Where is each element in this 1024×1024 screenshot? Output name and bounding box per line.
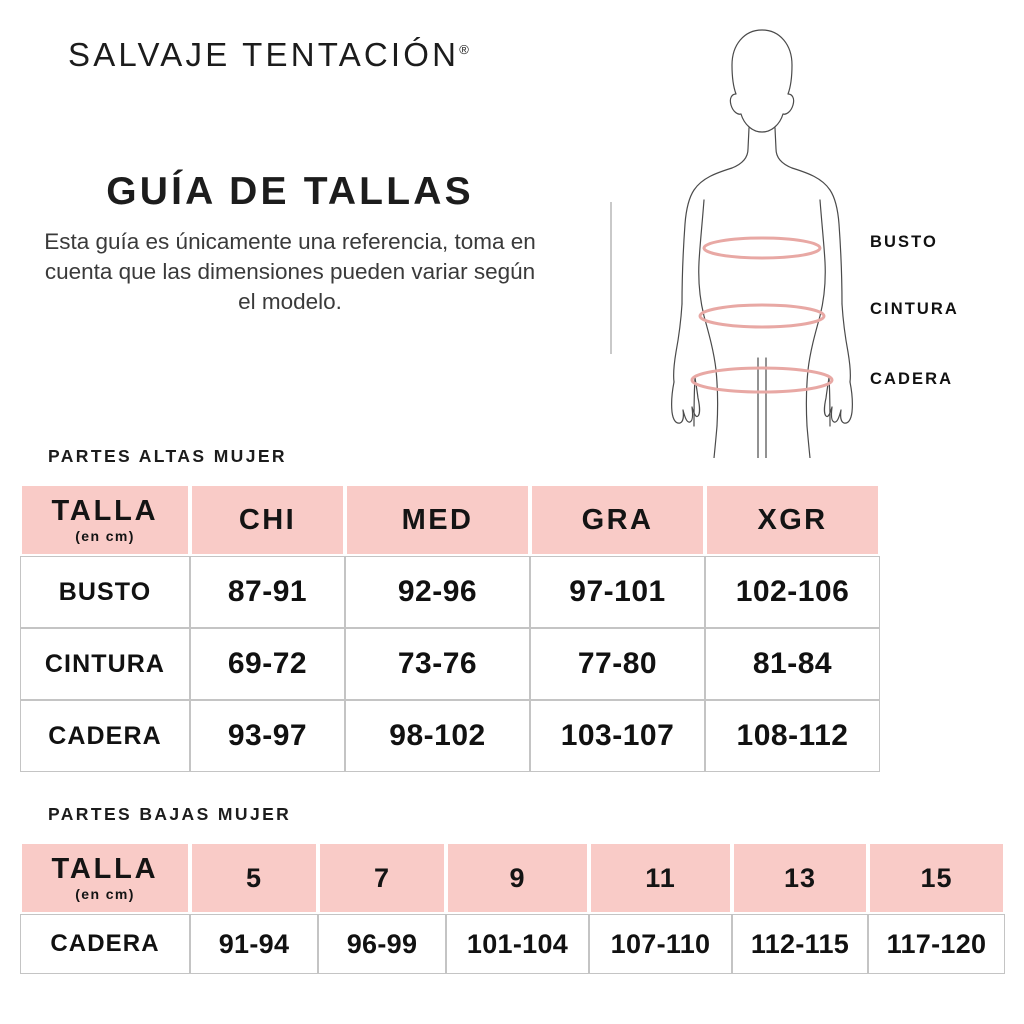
header-talla-main: TALLA xyxy=(51,495,159,527)
cell-cintura-gra: 77-80 xyxy=(530,628,705,700)
vertical-divider xyxy=(610,202,612,354)
cell-cadera-med: 98-102 xyxy=(345,700,530,772)
table-row: BUSTO 87-91 92-96 97-101 102-106 xyxy=(20,556,880,628)
size-table-partes-altas: TALLA (en cm) CHI MED GRA XGR BUSTO 87-9… xyxy=(20,484,880,772)
cell-cadera-7: 96-99 xyxy=(318,914,446,974)
header-talla-sub: (en cm) xyxy=(75,528,135,544)
table-row: CINTURA 69-72 73-76 77-80 81-84 xyxy=(20,628,880,700)
page-title: GUÍA DE TALLAS xyxy=(106,170,474,213)
header-talla-main: TALLA xyxy=(51,853,159,885)
table-header-row: TALLA (en cm) CHI MED GRA XGR xyxy=(20,484,880,556)
header-size-11: 11 xyxy=(589,842,732,914)
header-size-13: 13 xyxy=(732,842,868,914)
cintura-measure-ring xyxy=(698,303,826,329)
registered-trademark-icon: ® xyxy=(459,42,469,57)
table-row: CADERA 91-94 96-99 101-104 107-110 112-1… xyxy=(20,914,1005,974)
header-size-5: 5 xyxy=(190,842,318,914)
size-table-partes-bajas: TALLA (en cm) 5 7 9 11 13 15 CADERA 91-9… xyxy=(20,842,1005,974)
header-size-9: 9 xyxy=(446,842,589,914)
cadera-measure-ring xyxy=(690,366,834,394)
label-cintura: CINTURA xyxy=(870,300,959,318)
cell-cadera-5: 91-94 xyxy=(190,914,318,974)
header-size-7: 7 xyxy=(318,842,446,914)
row-label-cadera: CADERA xyxy=(20,700,190,772)
header-talla: TALLA (en cm) xyxy=(20,484,190,556)
header-size-gra: GRA xyxy=(530,484,705,556)
row-label-busto: BUSTO xyxy=(20,556,190,628)
table-header-row: TALLA (en cm) 5 7 9 11 13 15 xyxy=(20,842,1005,914)
cell-cadera-gra: 103-107 xyxy=(530,700,705,772)
page-subtitle: Esta guía es únicamente una referencia, … xyxy=(44,228,536,314)
cell-cintura-chi: 69-72 xyxy=(190,628,345,700)
cell-cadera-xgr: 108-112 xyxy=(705,700,880,772)
section-caption-partes-bajas: PARTES BAJAS MUJER xyxy=(48,804,292,824)
header-talla: TALLA (en cm) xyxy=(20,842,190,914)
cell-cadera-13: 112-115 xyxy=(732,914,868,974)
header-size-15: 15 xyxy=(868,842,1005,914)
cell-cadera-15: 117-120 xyxy=(868,914,1005,974)
label-busto: BUSTO xyxy=(870,233,938,251)
table-row: CADERA 93-97 98-102 103-107 108-112 xyxy=(20,700,880,772)
brand-logo: SALVAJE TENTACIÓN® xyxy=(68,36,469,74)
cell-cadera-chi: 93-97 xyxy=(190,700,345,772)
header-size-chi: CHI xyxy=(190,484,345,556)
brand-name: SALVAJE TENTACIÓN xyxy=(68,36,460,73)
cell-busto-gra: 97-101 xyxy=(530,556,705,628)
label-cadera: CADERA xyxy=(870,370,954,388)
body-figure-panel: BUSTO CINTURA CADERA xyxy=(600,0,1024,470)
row-label-cadera: CADERA xyxy=(20,914,190,974)
header-size-med: MED xyxy=(345,484,530,556)
cell-busto-med: 92-96 xyxy=(345,556,530,628)
header-size-xgr: XGR xyxy=(705,484,880,556)
cell-cadera-9: 101-104 xyxy=(446,914,589,974)
header-talla-sub: (en cm) xyxy=(75,886,135,902)
busto-measure-ring xyxy=(702,236,822,260)
cell-cintura-xgr: 81-84 xyxy=(705,628,880,700)
cell-cadera-11: 107-110 xyxy=(589,914,732,974)
cell-cintura-med: 73-76 xyxy=(345,628,530,700)
row-label-cintura: CINTURA xyxy=(20,628,190,700)
cell-busto-chi: 87-91 xyxy=(190,556,345,628)
female-body-outline-icon xyxy=(671,29,853,458)
cell-busto-xgr: 102-106 xyxy=(705,556,880,628)
heading-block: GUÍA DE TALLAS Esta guía es únicamente u… xyxy=(40,170,540,317)
section-caption-partes-altas: PARTES ALTAS MUJER xyxy=(48,446,287,466)
